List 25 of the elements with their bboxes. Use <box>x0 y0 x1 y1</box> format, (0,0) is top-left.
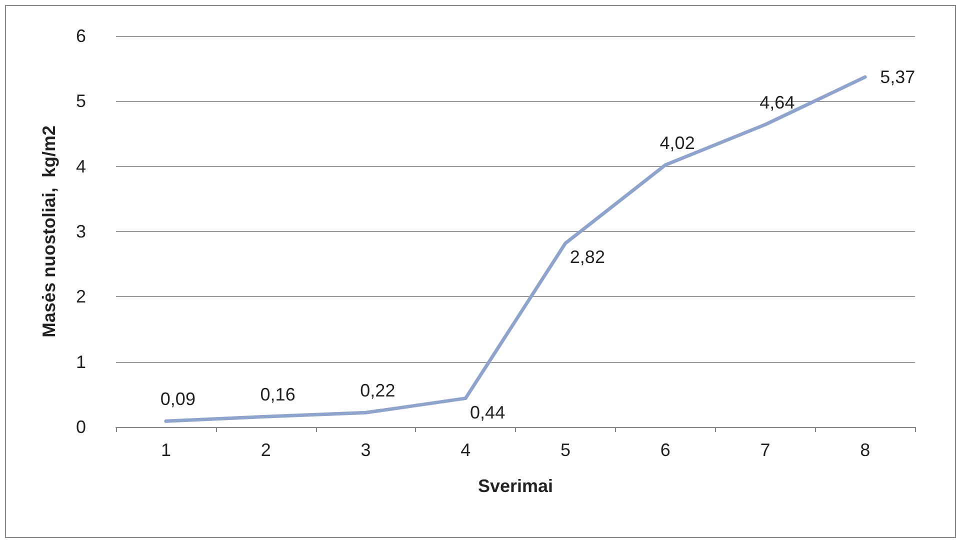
data-label: 4,02 <box>660 133 695 154</box>
data-label: 4,64 <box>760 92 795 113</box>
data-label: 0,16 <box>260 384 296 405</box>
y-tick-label: 1 <box>76 352 86 372</box>
x-tick-label: 4 <box>460 440 471 460</box>
y-tick-label: 5 <box>76 91 86 112</box>
x-tick-label: 6 <box>660 440 670 460</box>
x-tick-label: 5 <box>560 440 570 460</box>
y-tick-label: 6 <box>76 26 86 46</box>
x-tick-label: 8 <box>860 440 870 460</box>
data-label: 0,44 <box>470 402 506 422</box>
y-axis-title: Masės nuostoliai, kg/m2 <box>39 125 59 338</box>
y-tick-label: 2 <box>76 286 86 307</box>
data-label: 2,82 <box>570 247 605 268</box>
y-tick-label: 0 <box>76 417 86 437</box>
x-tick-label: 2 <box>260 440 271 460</box>
y-tick-label: 4 <box>76 156 86 176</box>
x-tick-label: 1 <box>160 440 171 460</box>
data-label: 5,37 <box>880 67 916 88</box>
data-label: 0,09 <box>160 389 196 410</box>
y-tick-label: 3 <box>76 222 86 242</box>
x-tick-label: 7 <box>760 440 770 460</box>
x-tick-label: 3 <box>360 440 371 460</box>
data-label: 0,22 <box>360 380 396 401</box>
x-axis-title: Sverimai <box>478 476 554 496</box>
